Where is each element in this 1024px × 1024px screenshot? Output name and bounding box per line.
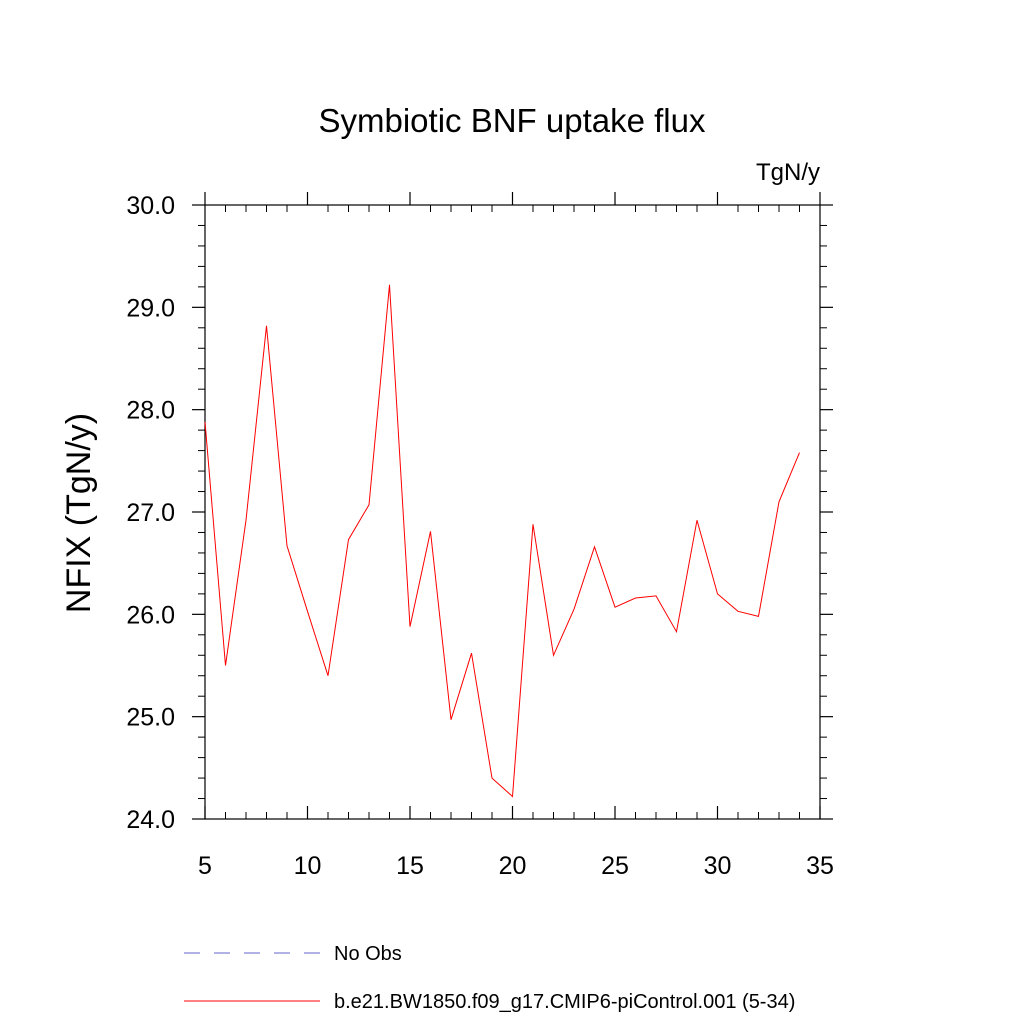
units-label: TgN/y bbox=[756, 159, 820, 186]
minor-ticks bbox=[198, 205, 827, 819]
x-tick-label: 5 bbox=[198, 852, 212, 880]
y-tick-label: 30.0 bbox=[126, 192, 175, 220]
x-tick-labels: 5 10 15 20 25 30 35 bbox=[198, 852, 834, 880]
y-tick-label: 25.0 bbox=[126, 704, 175, 732]
y-tick-labels: 24.0 25.0 26.0 27.0 28.0 29.0 30.0 bbox=[126, 192, 175, 834]
y-tick-label: 28.0 bbox=[126, 397, 175, 425]
plot-area: 5 10 15 20 25 30 35 24.0 25.0 26.0 27.0 28.0 29.0 30… bbox=[126, 192, 834, 880]
legend: No Obs b.e21.BW1850.f09_g17.CMIP6-piCont… bbox=[184, 943, 795, 1013]
x-tick-label: 20 bbox=[499, 852, 527, 880]
legend-label-model: b.e21.BW1850.f09_g17.CMIP6-piControl.001… bbox=[334, 991, 795, 1013]
y-axis-label: NFIX (TgN/y) bbox=[60, 413, 98, 613]
series-line-1 bbox=[204, 284, 800, 798]
x-tick-label: 10 bbox=[294, 852, 322, 880]
major-ticks bbox=[192, 192, 833, 820]
plot-frame bbox=[204, 204, 821, 820]
series-layer bbox=[204, 284, 800, 798]
chart-title: Symbiotic BNF uptake flux bbox=[319, 102, 706, 139]
x-tick-label: 35 bbox=[806, 852, 834, 880]
x-tick-label: 30 bbox=[704, 852, 732, 880]
y-tick-label: 26.0 bbox=[126, 601, 175, 629]
x-tick-label: 25 bbox=[601, 852, 629, 880]
y-tick-label: 29.0 bbox=[126, 294, 175, 322]
x-tick-label: 15 bbox=[396, 852, 424, 880]
legend-label-no-obs: No Obs bbox=[334, 943, 402, 965]
y-tick-label: 27.0 bbox=[126, 499, 175, 527]
y-tick-label: 24.0 bbox=[126, 806, 175, 834]
